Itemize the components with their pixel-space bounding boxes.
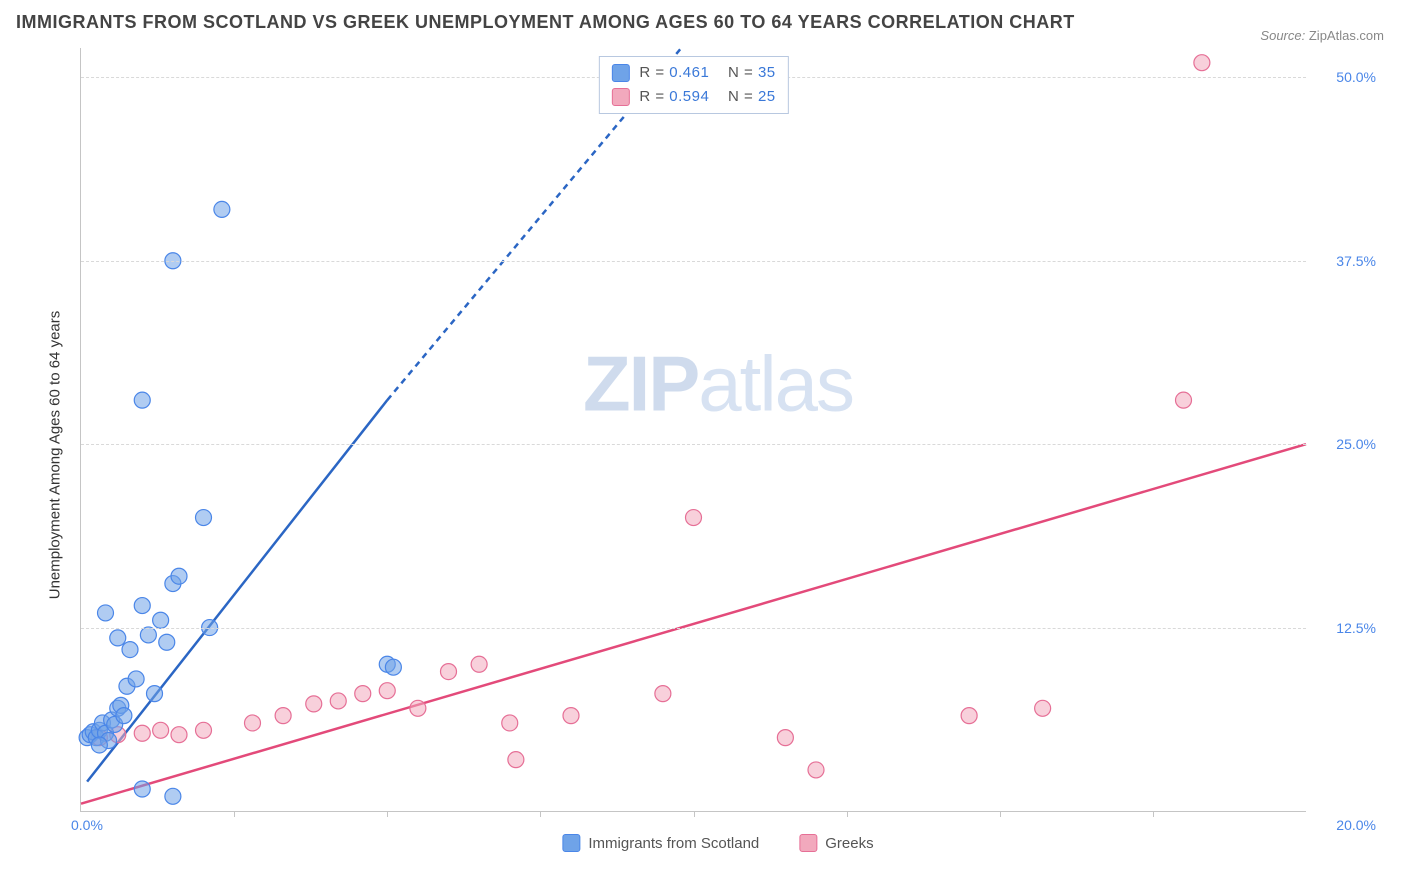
data-point [134,725,150,741]
x-tick-mark [1000,811,1001,817]
data-point [563,708,579,724]
data-point [159,634,175,650]
chart-container: Unemployment Among Ages 60 to 64 years Z… [50,48,1386,862]
chart-svg [81,48,1306,811]
data-point [355,686,371,702]
data-point [110,630,126,646]
data-point [330,693,346,709]
chart-title: IMMIGRANTS FROM SCOTLAND VS GREEK UNEMPL… [16,12,1075,33]
data-point [91,737,107,753]
data-point [153,612,169,628]
data-point [116,708,132,724]
data-point [961,708,977,724]
y-tick-label: 37.5% [1336,253,1376,269]
data-point [306,696,322,712]
x-tick-mark [234,811,235,817]
legend-row-scotland: R = 0.461 N = 35 [611,61,775,85]
x-tick-mark [847,811,848,817]
data-point [655,686,671,702]
data-point [275,708,291,724]
source-attribution: Source: ZipAtlas.com [1260,28,1384,43]
series-legend: Immigrants from Scotland Greeks [562,834,873,852]
data-point [134,781,150,797]
legend-text-scotland: R = 0.461 N = 35 [639,61,775,85]
data-point [134,598,150,614]
x-tick-mark [540,811,541,817]
source-label: Source: [1260,28,1305,43]
y-tick-label: 12.5% [1336,620,1376,636]
y-tick-label: 25.0% [1336,436,1376,452]
y-axis-label: Unemployment Among Ages 60 to 64 years [47,311,64,600]
data-point [171,568,187,584]
swatch-scotland-icon [562,834,580,852]
data-point [379,683,395,699]
legend-label-greek: Greeks [825,835,873,852]
data-point [686,510,702,526]
data-point [441,664,457,680]
x-max-label: 20.0% [1336,817,1376,833]
x-tick-mark [1153,811,1154,817]
data-point [165,788,181,804]
data-point [122,642,138,658]
data-point [1194,55,1210,71]
data-point [98,605,114,621]
data-point [385,659,401,675]
data-point [128,671,144,687]
data-point [171,727,187,743]
plot-area: ZIPatlas R = 0.461 N = 35 R = 0.594 N = [80,48,1306,812]
y-tick-label: 50.0% [1336,69,1376,85]
x-tick-mark [387,811,388,817]
x-tick-mark [694,811,695,817]
legend-text-greek: R = 0.594 N = 25 [639,85,775,109]
trend-line [81,444,1306,803]
gridline-h [81,628,1306,629]
gridline-h [81,444,1306,445]
data-point [245,715,261,731]
legend-row-greek: R = 0.594 N = 25 [611,85,775,109]
data-point [214,201,230,217]
legend-label-scotland: Immigrants from Scotland [588,835,759,852]
data-point [196,510,212,526]
swatch-greek [611,88,629,106]
data-point [1035,700,1051,716]
data-point [153,722,169,738]
data-point [410,700,426,716]
data-point [134,392,150,408]
data-point [140,627,156,643]
data-point [502,715,518,731]
data-point [777,730,793,746]
data-point [1176,392,1192,408]
source-name: ZipAtlas.com [1309,28,1384,43]
gridline-h [81,261,1306,262]
data-point [196,722,212,738]
legend-item-scotland: Immigrants from Scotland [562,834,759,852]
data-point [147,686,163,702]
trend-line [87,400,387,782]
x-origin-label: 0.0% [71,817,103,833]
data-point [508,752,524,768]
swatch-scotland [611,64,629,82]
correlation-legend: R = 0.461 N = 35 R = 0.594 N = 25 [598,56,788,114]
data-point [808,762,824,778]
swatch-greek-icon [799,834,817,852]
data-point [471,656,487,672]
legend-item-greek: Greeks [799,834,873,852]
